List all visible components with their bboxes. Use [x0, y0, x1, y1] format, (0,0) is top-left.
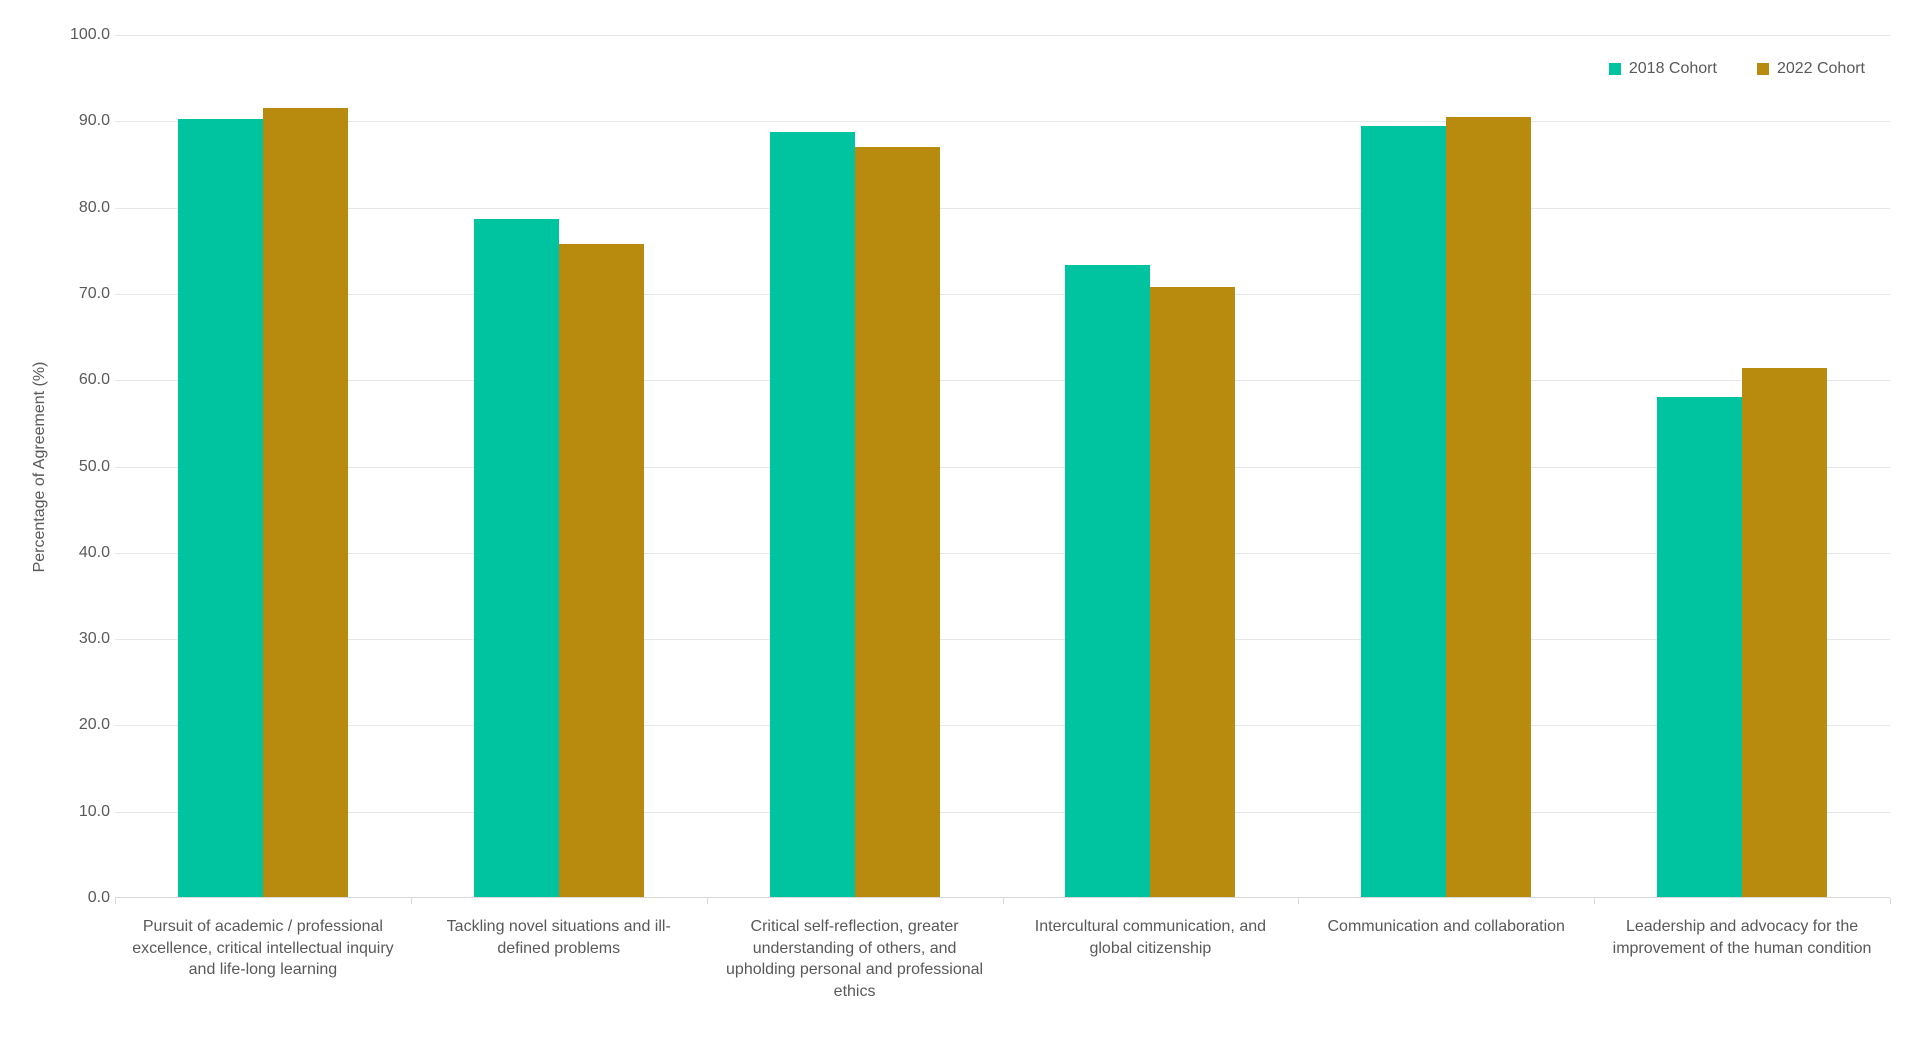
- y-tick-label: 90.0: [60, 112, 110, 130]
- y-tick-label: 70.0: [60, 285, 110, 303]
- bar-group: [1594, 35, 1890, 898]
- bar: [770, 132, 855, 898]
- bar: [1657, 397, 1742, 898]
- bar: [559, 244, 644, 898]
- x-tick-mark: [115, 898, 116, 904]
- bar-group: [707, 35, 1003, 898]
- chart-container: 0.0 10.0 20.0 30.0 40.0 50.0 60.0 70.0 80.0 90.0 1…: [20, 20, 1910, 1018]
- bar: [1065, 265, 1150, 898]
- bar-group: [1298, 35, 1594, 898]
- x-tick-mark: [1594, 898, 1595, 904]
- bar: [855, 147, 940, 898]
- y-tick-label: 0.0: [60, 889, 110, 907]
- legend-item-2018: 2018 Cohort: [1609, 60, 1717, 78]
- x-tick-mark: [707, 898, 708, 904]
- bar-group: [115, 35, 411, 898]
- bar: [1742, 368, 1827, 898]
- y-tick-label: 60.0: [60, 371, 110, 389]
- bar: [1150, 287, 1235, 898]
- legend-swatch-icon: [1757, 63, 1769, 75]
- x-axis-category-label: Communication and collaboration: [1298, 908, 1594, 1018]
- legend-label: 2022 Cohort: [1777, 60, 1865, 78]
- y-tick-label: 40.0: [60, 544, 110, 562]
- legend-label: 2018 Cohort: [1629, 60, 1717, 78]
- bar: [1361, 126, 1446, 898]
- x-axis-category-label: Leadership and advocacy for the improvem…: [1594, 908, 1890, 1018]
- y-tick-label: 30.0: [60, 630, 110, 648]
- x-axis-labels: Pursuit of academic / professional excel…: [115, 908, 1890, 1018]
- plot-area: 0.010.020.030.040.050.060.070.080.090.01…: [115, 35, 1890, 898]
- bar: [263, 108, 348, 899]
- y-tick-label: 50.0: [60, 458, 110, 476]
- bar-group: [1002, 35, 1298, 898]
- legend-item-2022: 2022 Cohort: [1757, 60, 1865, 78]
- bar: [178, 119, 263, 898]
- x-tick-mark: [1298, 898, 1299, 904]
- y-axis-label: Percentage of Agreement (%): [31, 361, 49, 572]
- x-axis-category-label: Tackling novel situations and ill-define…: [411, 908, 707, 1018]
- bars-region: [115, 35, 1890, 898]
- x-tick-mark: [411, 898, 412, 904]
- y-tick-label: 100.0: [60, 26, 110, 44]
- legend-swatch-icon: [1609, 63, 1621, 75]
- y-tick-label: 80.0: [60, 199, 110, 217]
- bar-group: [411, 35, 707, 898]
- x-axis-category-label: Intercultural communication, and global …: [1002, 908, 1298, 1018]
- y-tick-label: 10.0: [60, 803, 110, 821]
- bar: [1446, 117, 1531, 898]
- x-tick-mark: [1003, 898, 1004, 904]
- y-tick-label: 20.0: [60, 716, 110, 734]
- bar: [474, 219, 559, 898]
- legend: 2018 Cohort 2022 Cohort: [1609, 60, 1865, 78]
- x-axis-category-label: Critical self-reflection, greater unders…: [707, 908, 1003, 1018]
- x-axis-category-label: Pursuit of academic / professional excel…: [115, 908, 411, 1018]
- x-tick-mark: [1890, 898, 1891, 904]
